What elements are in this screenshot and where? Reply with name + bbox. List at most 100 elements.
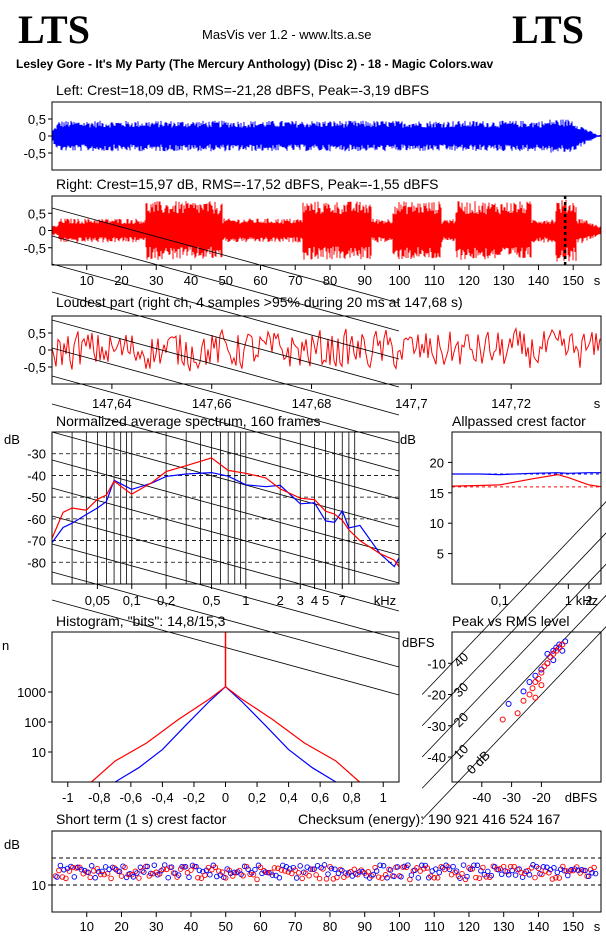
right-channel-ytick-label: -0,5 [24,241,46,256]
short-crest-point-right [313,872,319,878]
short-crest-point-left [561,867,568,874]
short-crest-point-right [511,863,517,870]
peak-rms-diagonal-label: 40 [451,649,472,670]
right-channel-xtick-label: 30 [149,273,163,288]
allpass-frame [451,431,602,585]
short-crest-point-right [139,868,146,874]
peak-rms-point-right [526,691,533,698]
short-crest-point-left [332,866,338,872]
short-crest-point-right [556,875,563,881]
short-crest-point-left [432,866,439,872]
peak-rms-point-left [559,647,566,654]
short-crest-point-right [535,865,542,872]
right-channel-xtick-label: 60 [253,273,267,288]
short-crest-xtick-label: 120 [458,919,480,934]
peak-rms-point-left [550,657,557,664]
short-crest-point-left [405,862,411,868]
short-crest-point-left [325,871,331,877]
short-crest-point-right [549,876,556,882]
short-crest-point-left [460,862,467,868]
short-crest-xtick-label: 10 [80,919,94,934]
histogram-xtick-label: -0,6 [120,790,142,805]
right-channel-xtick-label: 90 [357,273,371,288]
peak-rms-title: Peak vs RMS level [452,613,570,629]
allpass-series-left [452,472,601,476]
short-crest-point-left [377,862,383,868]
short-crest-point-left [245,866,251,872]
right-channel-xtick-label: 80 [323,273,337,288]
short-crest-point-left [505,872,512,878]
spectrum-diag [51,431,400,528]
short-crest-point-right [156,871,163,877]
spectrum-diag [51,291,400,388]
short-crest-point-right [452,869,458,876]
short-crest-point-left [436,869,442,876]
peak-rms-point-right [544,660,551,667]
peak-rms-point-left [544,650,551,657]
short-crest-xtick-label: 60 [253,919,267,934]
short-crest-point-left [408,872,415,878]
peak-rms-point-right [538,669,545,676]
short-crest-point-right [150,870,156,877]
spectrum-frame [51,431,400,585]
short-crest-point-left [252,866,258,873]
short-crest-point-right [247,871,253,878]
right-channel-xtick-label: 20 [114,273,128,288]
short-crest-point-right [421,866,427,872]
spectrum-xtick-label: 4 [311,593,318,608]
allpass-ytick-label: 5 [437,547,444,562]
short-crest-point-left [280,862,286,869]
short-crest-point-right [483,874,490,880]
short-crest-point-right [382,872,389,878]
short-crest-point-right [122,864,128,871]
short-crest-point-left [241,863,248,870]
short-crest-frame [51,830,602,913]
short-crest-point-left [214,873,220,880]
short-crest-point-right [316,875,323,882]
short-crest-point-left [592,870,599,877]
peak-rms-diagonal-label: 20 [451,709,472,730]
short-crest-point-left [450,863,456,870]
histogram-ylabel: n [2,638,9,653]
peak-rms-point-left [556,641,563,648]
short-crest-xtick-label: 20 [114,919,128,934]
peak-rms-point-left [505,700,512,707]
short-crest-point-right [226,867,232,874]
short-crest-point-left [231,869,237,876]
peak-rms-diagonal [421,594,606,789]
short-crest-point-right [591,864,597,871]
short-crest-xunit: s [594,919,601,934]
left-channel-ytick-label: -0,5 [24,146,46,161]
short-crest-point-right [566,868,573,874]
peak-rms-ytick-label: -20 [427,688,446,703]
short-crest-point-right [573,864,580,870]
peak-rms-point-right [559,641,566,648]
short-crest-point-right [212,864,219,870]
allpass-xtick-label: 0,1 [491,593,509,608]
histogram-xtick-label: -1 [62,790,74,805]
allpass-ylabel: dB [400,432,416,447]
histogram-xtick-label: -0,8 [88,790,110,805]
right-channel-xtick-label: 130 [493,273,515,288]
histogram-xtick-label: 0,8 [343,790,361,805]
short-crest-point-right [108,875,114,882]
short-crest-xtick-label: 30 [149,919,163,934]
short-crest-point-left [391,873,397,880]
file-title: Lesley Gore - It's My Party (The Mercury… [16,57,494,71]
short-crest-point-left [474,862,481,869]
short-crest-ytick-label: 10 [32,878,46,893]
peak-rms-point-right [538,682,545,689]
allpass-xunit: kHz [576,593,598,608]
short-crest-point-right [202,872,208,878]
lts-logo-right: LTS [512,7,584,52]
peak-rms-point-right [541,663,548,670]
short-crest-point-right [431,875,437,881]
short-crest-point-left [151,862,158,868]
right-channel-ytick-label: 0 [39,224,46,239]
short-crest-point-left [512,872,519,878]
spectrum-xunit: kHz [374,593,396,608]
short-crest-point-right [462,876,469,883]
short-crest-point-left [307,866,314,872]
right-channel-xtick-label: 100 [389,273,411,288]
short-crest-xtick-label: 90 [357,919,371,934]
